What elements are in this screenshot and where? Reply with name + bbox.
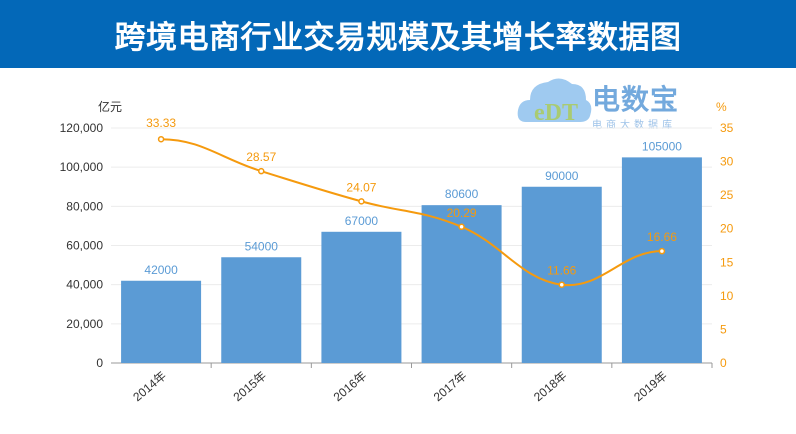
x-tick-label: 2018年 (531, 369, 570, 405)
y2-tick-label: 35 (720, 121, 734, 135)
growth-value-label: 20.29 (447, 206, 477, 220)
y2-tick-label: 30 (720, 155, 734, 169)
bar-value-label: 105000 (642, 139, 682, 153)
header-banner: 跨境电商行业交易规模及其增长率数据图 (0, 0, 796, 68)
growth-value-label: 16.66 (647, 230, 677, 244)
bar (521, 186, 602, 363)
x-tick-label: 2015年 (231, 369, 270, 405)
growth-point (157, 135, 165, 143)
logo-name: 电数宝 (592, 83, 680, 116)
logo: eDT 电数宝 电商大数据库 (516, 72, 696, 132)
bar (221, 257, 302, 363)
x-tick-label: 2014年 (130, 369, 169, 405)
growth-line (161, 138, 662, 287)
growth-point (258, 167, 265, 175)
bar-value-label: 54000 (245, 239, 279, 253)
y-tick-label: 120,000 (60, 121, 104, 135)
y2-tick-label: 0 (720, 356, 727, 370)
cloud-icon (517, 78, 592, 122)
x-tick-label: 2017年 (431, 369, 470, 405)
growth-value-label: 24.07 (346, 180, 376, 194)
bar-value-label: 80600 (445, 187, 479, 201)
bar-value-label: 42000 (144, 263, 178, 277)
y2-tick-label: 25 (720, 188, 734, 202)
page-title: 跨境电商行业交易规模及其增长率数据图 (114, 19, 682, 56)
bar (421, 205, 502, 363)
logo-subtitle: 电商大数据库 (592, 120, 676, 131)
y-tick-label: 80,000 (66, 199, 103, 213)
bar (121, 280, 202, 363)
growth-point (658, 247, 666, 255)
growth-point (358, 198, 365, 205)
growth-value-label: 33.33 (146, 116, 176, 130)
y2-tick-label: 20 (720, 222, 734, 236)
growth-value-label: 11.66 (547, 264, 576, 278)
x-tick-label: 2016年 (331, 369, 370, 405)
y-tick-label: 0 (96, 356, 103, 370)
y-tick-label: 60,000 (66, 239, 103, 253)
y-tick-label: 20,000 (66, 317, 103, 331)
y-tick-label: 40,000 (66, 278, 103, 292)
x-tick-label: 2019年 (631, 369, 670, 405)
growth-point (558, 281, 565, 288)
bar (321, 231, 402, 363)
bar (621, 157, 702, 363)
bar-value-label: 90000 (545, 169, 579, 183)
y2-tick-label: 5 (720, 322, 727, 336)
y-tick-label: 100,000 (60, 160, 104, 174)
growth-point (458, 223, 465, 231)
y2-axis-label: % (716, 100, 727, 114)
growth-value-label: 28.57 (246, 150, 276, 164)
bar-value-label: 67000 (345, 214, 379, 228)
y-axis-label: 亿元 (98, 99, 122, 114)
logo-mark: eDT (534, 100, 578, 126)
y2-tick-label: 15 (720, 255, 734, 269)
y2-tick-label: 10 (720, 289, 734, 303)
